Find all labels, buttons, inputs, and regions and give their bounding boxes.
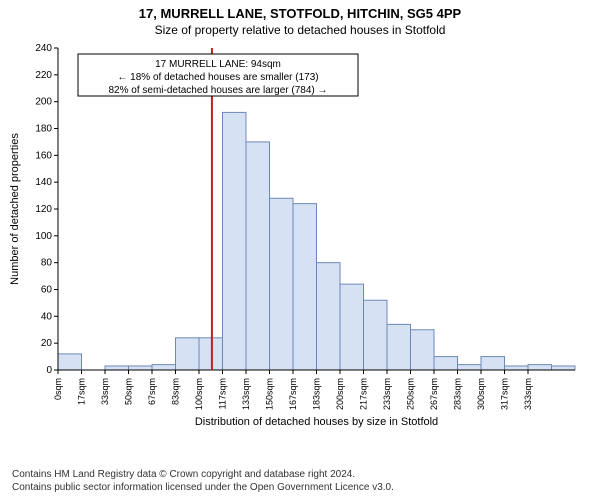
histogram-bar — [434, 357, 458, 370]
chart-area: 0 20 40 60 80 100 120 140 160 180 200 220 240 0sqm 17s… — [0, 40, 600, 440]
y-tick-label: 40 — [41, 311, 53, 322]
x-tick-label: 183sqm — [312, 378, 322, 410]
x-tick-label: 17sqm — [77, 378, 87, 405]
histogram-bar — [246, 142, 270, 370]
callout-box: 17 MURRELL LANE: 94sqm ← 18% of detached … — [78, 54, 358, 96]
histogram-bar — [458, 365, 482, 370]
histogram-bar — [176, 338, 200, 370]
x-tick-label: 317sqm — [500, 378, 510, 410]
y-tick-label: 20 — [41, 338, 53, 349]
callout-line: 82% of semi-detached houses are larger (… — [108, 85, 327, 96]
callout-line: ← 18% of detached houses are smaller (17… — [117, 72, 318, 83]
histogram-bar — [411, 330, 435, 370]
histogram-bar — [270, 198, 294, 370]
x-tick-label: 83sqm — [171, 378, 181, 405]
y-tick-label: 240 — [35, 43, 52, 54]
x-tick-label: 33sqm — [100, 378, 110, 405]
y-tick-label: 160 — [35, 150, 52, 161]
x-tick-label: 250sqm — [406, 378, 416, 410]
histogram-bar — [340, 284, 364, 370]
x-tick-label: 233sqm — [382, 378, 392, 410]
x-tick-label: 100sqm — [194, 378, 204, 410]
histogram-bar — [528, 365, 552, 370]
callout-line: 17 MURRELL LANE: 94sqm — [155, 59, 281, 70]
histogram-bar — [317, 263, 341, 370]
x-tick-label: 150sqm — [265, 378, 275, 410]
x-tick-label: 0sqm — [53, 378, 63, 400]
histogram-bar — [105, 366, 129, 370]
page-subtitle: Size of property relative to detached ho… — [0, 23, 600, 37]
x-tick-label: 300sqm — [476, 378, 486, 410]
y-tick-label: 200 — [35, 97, 52, 108]
footer-line-1: Contains HM Land Registry data © Crown c… — [12, 469, 394, 482]
histogram-bar — [552, 366, 576, 370]
y-tick-label: 80 — [41, 258, 53, 269]
y-tick-label: 0 — [46, 365, 52, 376]
x-tick-label: 50sqm — [124, 378, 134, 405]
histogram-bar — [129, 366, 153, 370]
histogram-bar — [364, 300, 388, 370]
x-axis-label: Distribution of detached houses by size … — [195, 416, 438, 428]
y-tick-label: 140 — [35, 177, 52, 188]
histogram-bar — [223, 112, 247, 370]
y-tick-label: 60 — [41, 285, 53, 296]
x-tick-label: 267sqm — [429, 378, 439, 410]
histogram-bar — [293, 204, 317, 370]
x-tick-label: 133sqm — [241, 378, 251, 410]
y-tick-label: 180 — [35, 124, 52, 135]
x-tick-label: 167sqm — [288, 378, 298, 410]
footer-line-2: Contains public sector information licen… — [12, 482, 394, 495]
histogram-bar — [481, 357, 505, 370]
histogram-svg: 0 20 40 60 80 100 120 140 160 180 200 220 240 0sqm 17s… — [0, 40, 600, 440]
histogram-bar — [199, 338, 223, 370]
x-tick-label: 283sqm — [453, 378, 463, 410]
y-tick-label: 100 — [35, 231, 52, 242]
histogram-bar — [387, 324, 411, 370]
x-tick-label: 67sqm — [147, 378, 157, 405]
y-tick-label: 120 — [35, 204, 52, 215]
histogram-bar — [152, 365, 176, 370]
y-axis-label: Number of detached properties — [9, 133, 21, 285]
page-title: 17, MURRELL LANE, STOTFOLD, HITCHIN, SG5… — [0, 6, 600, 21]
histogram-bar — [505, 366, 529, 370]
x-tick-label: 333sqm — [523, 378, 533, 410]
x-tick-label: 200sqm — [335, 378, 345, 410]
y-tick-label: 220 — [35, 70, 52, 81]
x-tick-label: 117sqm — [218, 378, 228, 409]
histogram-bar — [58, 354, 82, 370]
x-tick-label: 217sqm — [359, 378, 369, 410]
footer-attribution: Contains HM Land Registry data © Crown c… — [12, 469, 394, 494]
